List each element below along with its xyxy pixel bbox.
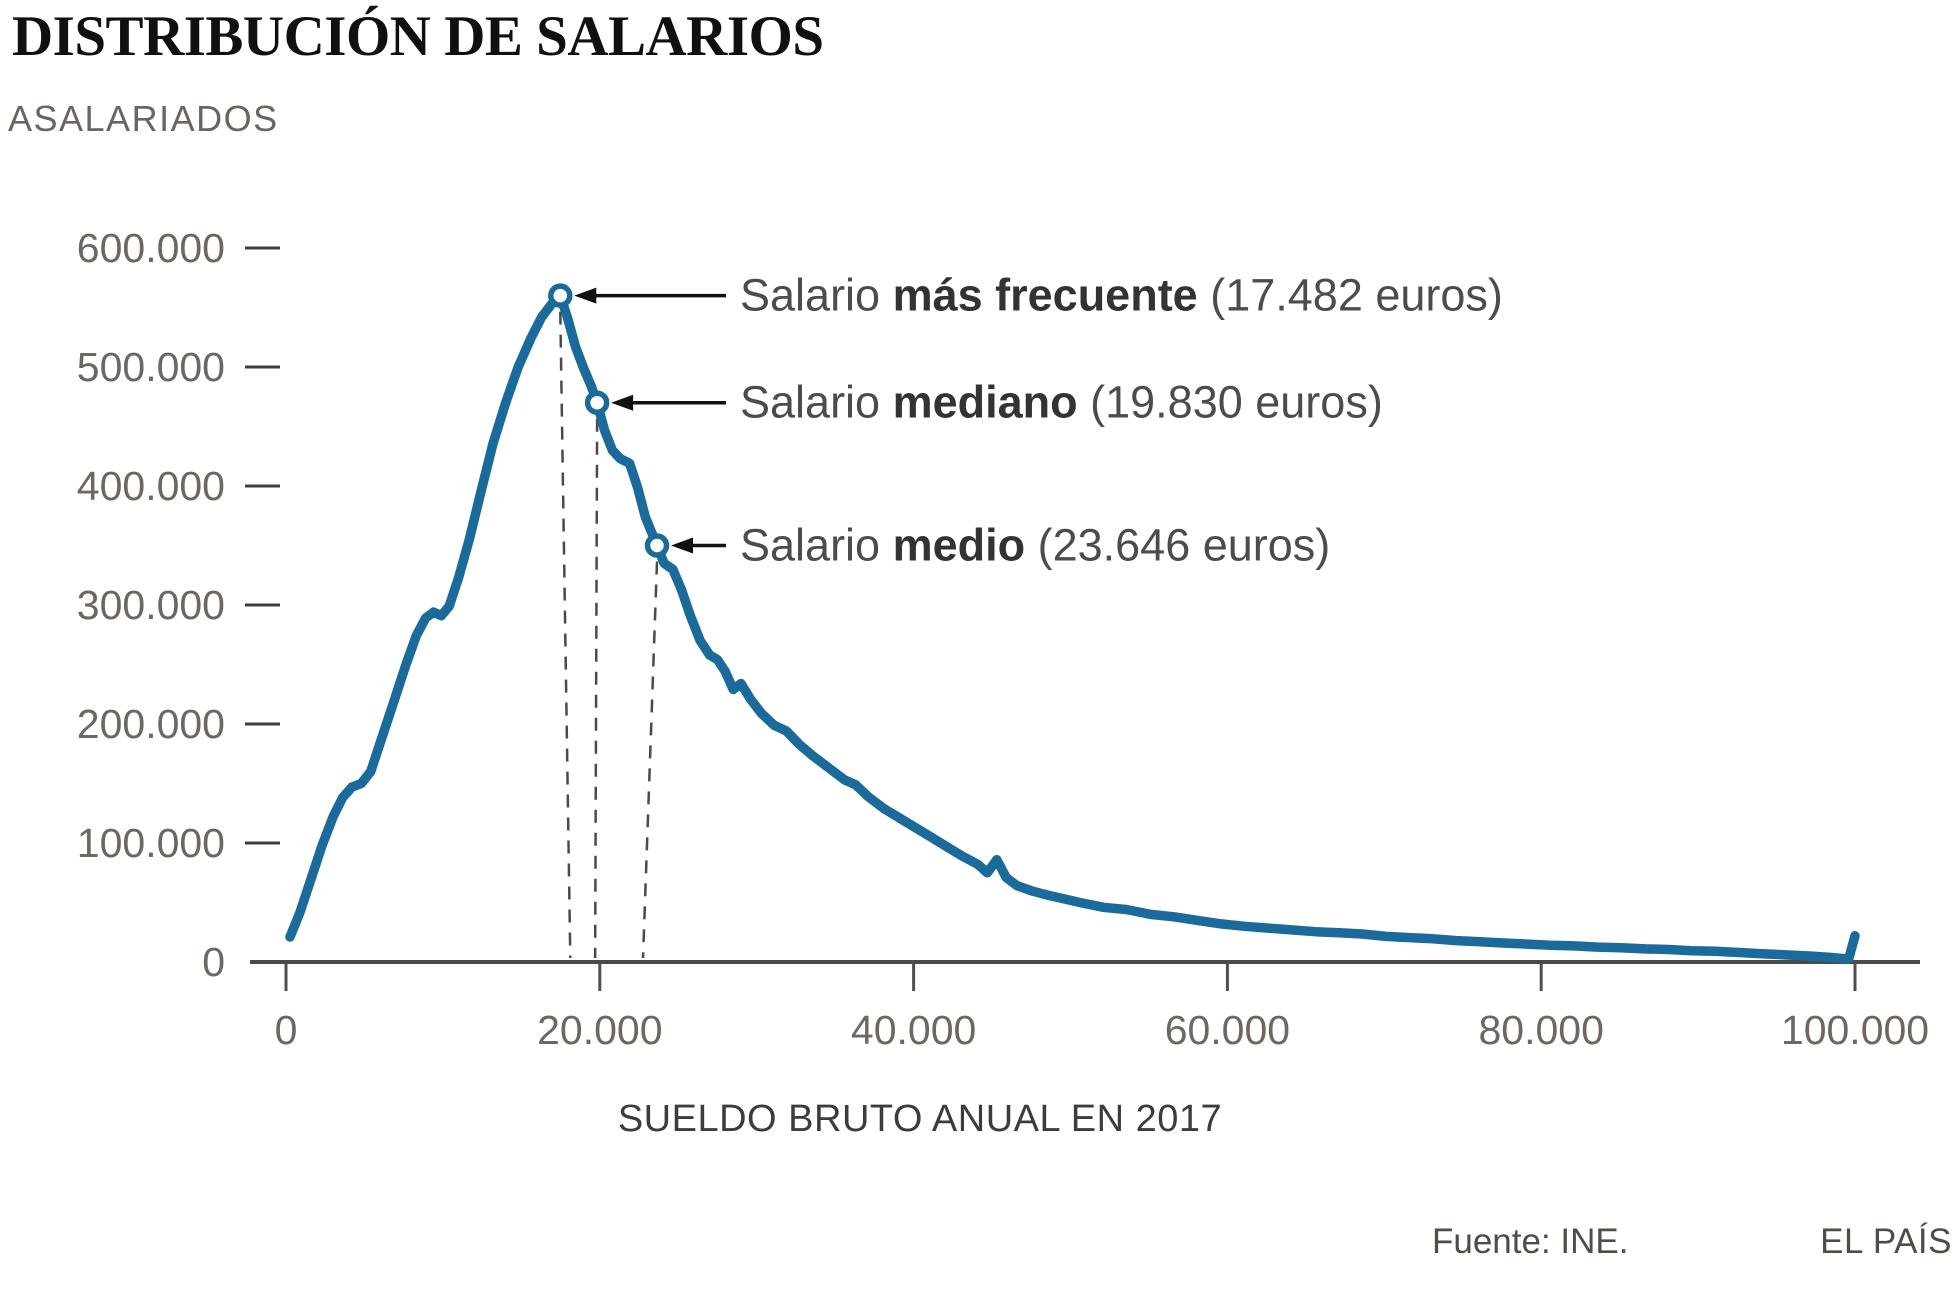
x-tick-label: 40.000 [851, 1007, 976, 1053]
annotation-label: Salario medio (23.646 euros) [740, 522, 1330, 567]
x-tick-label: 80.000 [1478, 1007, 1603, 1053]
annotation-prefix: Salario [740, 376, 893, 428]
x-tick-label: 100.000 [1781, 1007, 1929, 1053]
data-point-marker [644, 533, 670, 558]
annotation-value: (17.482 euros) [1197, 269, 1503, 321]
x-tick-label: 20.000 [537, 1007, 662, 1053]
y-axis-title: ASALARIADOS [8, 98, 279, 139]
distribution-line [285, 290, 1860, 964]
y-tick-label: 0 [202, 939, 225, 985]
drop-dashed-line [559, 311, 572, 959]
y-tick-label: 100.000 [77, 820, 225, 866]
publisher-brand: EL PAÍS [1820, 1222, 1952, 1261]
data-point-marker [548, 283, 573, 308]
y-tick-label: 600.000 [77, 225, 225, 271]
annotation-keyword: mediano [892, 376, 1078, 428]
source-credit: Fuente: INE. [1432, 1222, 1629, 1261]
annotation-value: (23.646 euros) [1025, 519, 1331, 571]
chart-title: DISTRIBUCIÓN DE SALARIOS [12, 5, 824, 68]
y-tick-label: 200.000 [77, 701, 225, 747]
annotation-prefix: Salario [740, 519, 893, 571]
x-tick-label: 60.000 [1165, 1007, 1290, 1053]
annotation-arrowhead [671, 537, 694, 554]
annotation-keyword: medio [892, 519, 1026, 571]
y-tick-label: 500.000 [77, 344, 225, 390]
annotation-prefix: Salario [740, 269, 893, 321]
y-tick-label: 300.000 [77, 582, 225, 628]
x-axis-title: SUELDO BRUTO ANUAL EN 2017 [617, 1098, 1223, 1140]
annotation-keyword: más frecuente [892, 269, 1198, 321]
annotation-arrowhead [574, 287, 597, 304]
annotation-label: Salario más frecuente (17.482 euros) [740, 272, 1503, 317]
annotation-value: (19.830 euros) [1077, 376, 1383, 428]
annotation-arrowhead [611, 394, 634, 411]
annotation-label: Salario mediano (19.830 euros) [740, 379, 1383, 424]
y-tick-label: 400.000 [77, 463, 225, 509]
data-point-marker [584, 390, 610, 415]
x-tick-label: 0 [275, 1007, 298, 1053]
drop-dashed-line [641, 561, 659, 959]
drop-dashed-line [593, 418, 599, 959]
